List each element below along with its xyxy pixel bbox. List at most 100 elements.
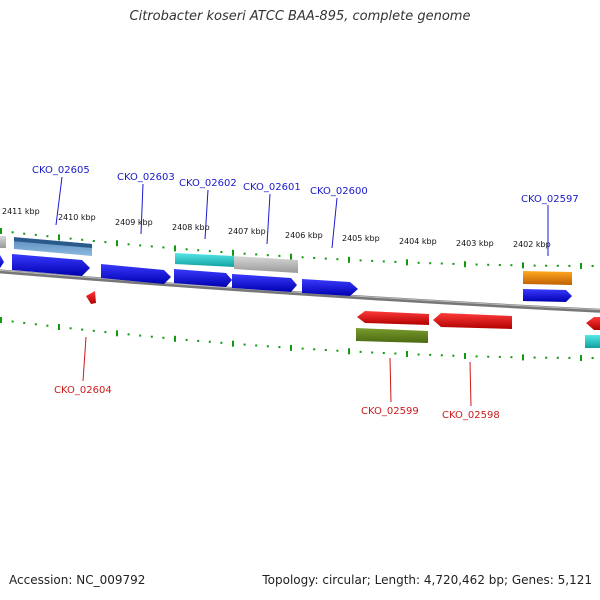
minor-tick bbox=[139, 334, 142, 337]
minor-tick bbox=[440, 262, 443, 265]
gene-arrow-forward[interactable] bbox=[101, 264, 171, 284]
feature-bar-olive bbox=[356, 328, 428, 343]
feature-bar-steelblue-top bbox=[14, 237, 92, 249]
minor-tick bbox=[278, 346, 281, 349]
gene-label-cko-02600[interactable]: CKO_02600 bbox=[310, 186, 368, 197]
major-tick bbox=[290, 253, 292, 260]
gene-arrow-forward[interactable] bbox=[523, 289, 572, 302]
feature-bar-cyan bbox=[585, 335, 600, 348]
major-tick bbox=[58, 324, 60, 330]
major-tick bbox=[580, 263, 582, 269]
major-tick bbox=[116, 330, 118, 337]
minor-tick bbox=[545, 264, 548, 267]
major-tick bbox=[290, 344, 292, 351]
major-tick bbox=[522, 262, 524, 269]
gene-label-cko-02601[interactable]: CKO_02601 bbox=[243, 182, 301, 193]
minor-tick bbox=[359, 259, 362, 262]
gene-arrow-forward[interactable] bbox=[232, 274, 297, 292]
scale-label: 2406 kbp bbox=[285, 231, 323, 240]
minor-tick bbox=[313, 257, 316, 259]
gene-arrow-reverse[interactable] bbox=[433, 313, 512, 329]
gene-label-cko-02599[interactable]: CKO_02599 bbox=[361, 406, 419, 417]
minor-tick bbox=[81, 238, 84, 241]
scale-label: 2405 kbp bbox=[342, 234, 380, 243]
gene-label-cko-02597[interactable]: CKO_02597 bbox=[521, 194, 579, 205]
major-tick bbox=[580, 355, 582, 361]
inner-feature-ring bbox=[356, 328, 600, 348]
minor-tick bbox=[568, 264, 571, 267]
minor-tick bbox=[104, 331, 107, 334]
scale-ticks-inner bbox=[0, 317, 594, 361]
gene-label-cko-02598[interactable]: CKO_02598 bbox=[442, 410, 500, 421]
minor-tick bbox=[11, 231, 14, 234]
minor-tick bbox=[440, 354, 443, 357]
minor-tick bbox=[452, 262, 455, 265]
minor-tick bbox=[533, 356, 536, 359]
minor-tick bbox=[533, 264, 536, 267]
minor-tick bbox=[266, 345, 269, 348]
major-tick bbox=[348, 348, 350, 355]
topology-text: Topology: circular; Length: 4,720,462 bp… bbox=[262, 573, 592, 587]
minor-tick bbox=[475, 263, 478, 266]
minor-tick bbox=[417, 353, 420, 356]
minor-tick bbox=[92, 240, 95, 242]
scale-label: 2404 kbp bbox=[399, 237, 437, 246]
minor-tick bbox=[185, 338, 188, 341]
scale-label: 2407 kbp bbox=[228, 227, 266, 236]
gene-arrow-reverse[interactable] bbox=[357, 311, 429, 325]
major-tick bbox=[0, 228, 2, 234]
gene-arrow-reverse[interactable] bbox=[586, 317, 600, 330]
scale-label: 2403 kbp bbox=[456, 239, 494, 248]
feature-bar-gray bbox=[234, 256, 298, 273]
minor-tick bbox=[336, 349, 339, 352]
minor-tick bbox=[46, 324, 49, 327]
major-tick bbox=[174, 335, 176, 342]
major-tick bbox=[174, 245, 176, 252]
gene-arrow-forward[interactable] bbox=[174, 269, 232, 287]
minor-tick bbox=[568, 356, 571, 359]
minor-tick bbox=[23, 232, 26, 235]
minor-tick bbox=[324, 257, 327, 260]
minor-tick bbox=[185, 248, 188, 251]
gene-label-cko-02605[interactable]: CKO_02605 bbox=[32, 165, 90, 176]
minor-tick bbox=[255, 344, 258, 347]
minor-tick bbox=[208, 250, 211, 253]
scale-label: 2410 kbp bbox=[58, 213, 96, 222]
genome-backbone-highlight bbox=[0, 269, 600, 311]
minor-tick bbox=[255, 253, 258, 256]
gene-label-cko-02604[interactable]: CKO_02604 bbox=[54, 385, 112, 396]
forward-strand-genes bbox=[0, 254, 572, 302]
gene-arrow-forward[interactable] bbox=[12, 254, 90, 276]
gene-arrow-forward[interactable] bbox=[302, 279, 358, 296]
major-tick bbox=[58, 234, 60, 241]
minor-tick bbox=[139, 244, 142, 247]
gene-arrow-reverse[interactable] bbox=[86, 291, 96, 304]
minor-tick bbox=[81, 328, 84, 331]
minor-tick bbox=[69, 327, 72, 330]
gene-arrow-forward[interactable] bbox=[0, 255, 4, 268]
minor-tick bbox=[324, 349, 327, 351]
accession-text: Accession: NC_009792 bbox=[9, 573, 146, 587]
minor-tick bbox=[278, 254, 281, 257]
minor-tick bbox=[34, 323, 37, 326]
minor-tick bbox=[591, 265, 594, 267]
minor-tick bbox=[382, 352, 385, 354]
minor-tick bbox=[394, 260, 397, 263]
leader-lines bbox=[55, 176, 549, 407]
major-tick bbox=[464, 261, 466, 268]
gene-label-cko-02602[interactable]: CKO_02602 bbox=[179, 178, 237, 189]
reverse-strand-genes bbox=[86, 291, 600, 330]
feature-bar-cyan bbox=[175, 253, 234, 267]
minor-tick bbox=[545, 356, 548, 359]
gene-labels-forward: CKO_02605 CKO_02603 CKO_02602 CKO_02601 … bbox=[32, 165, 579, 205]
gene-label-cko-02603[interactable]: CKO_02603 bbox=[117, 172, 175, 183]
scale-labels: 2411 kbp 2410 kbp 2409 kbp 2408 kbp 2407… bbox=[2, 207, 551, 249]
minor-tick bbox=[34, 233, 37, 236]
minor-tick bbox=[487, 263, 490, 266]
minor-tick bbox=[510, 356, 513, 359]
scale-label: 2408 kbp bbox=[172, 223, 210, 232]
minor-tick bbox=[127, 243, 130, 246]
minor-tick bbox=[382, 260, 385, 263]
minor-tick bbox=[371, 259, 374, 262]
minor-tick bbox=[394, 352, 397, 355]
